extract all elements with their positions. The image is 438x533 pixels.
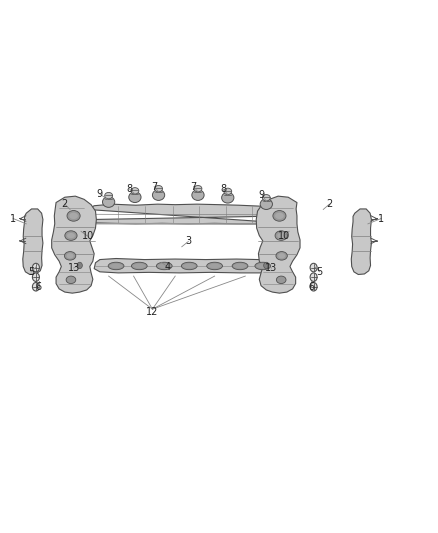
Ellipse shape xyxy=(32,282,39,291)
Text: 13: 13 xyxy=(67,263,80,273)
Ellipse shape xyxy=(234,264,246,268)
Text: 6: 6 xyxy=(308,282,314,292)
Text: 5: 5 xyxy=(28,267,35,277)
Ellipse shape xyxy=(310,273,317,281)
Text: 3: 3 xyxy=(185,237,191,246)
Ellipse shape xyxy=(208,264,221,268)
Ellipse shape xyxy=(207,262,223,270)
Ellipse shape xyxy=(183,264,195,268)
Ellipse shape xyxy=(260,199,272,209)
Text: 1: 1 xyxy=(10,214,16,223)
Ellipse shape xyxy=(66,276,76,284)
Text: 5: 5 xyxy=(317,267,323,277)
Text: 8: 8 xyxy=(126,184,132,193)
Ellipse shape xyxy=(262,195,270,201)
Ellipse shape xyxy=(110,264,122,268)
Polygon shape xyxy=(88,204,288,224)
Polygon shape xyxy=(52,196,96,293)
Polygon shape xyxy=(94,259,279,273)
Ellipse shape xyxy=(192,190,204,200)
Ellipse shape xyxy=(105,192,113,199)
Text: 12: 12 xyxy=(146,307,159,317)
Ellipse shape xyxy=(65,231,77,240)
Text: 7: 7 xyxy=(151,182,157,191)
Text: 7: 7 xyxy=(191,182,197,191)
Text: 10: 10 xyxy=(81,231,94,241)
Text: 13: 13 xyxy=(265,263,278,273)
Ellipse shape xyxy=(152,190,165,200)
Text: 2: 2 xyxy=(326,199,332,209)
Ellipse shape xyxy=(129,192,141,203)
Text: 4: 4 xyxy=(164,262,170,271)
Polygon shape xyxy=(23,209,43,274)
Polygon shape xyxy=(90,223,285,225)
Ellipse shape xyxy=(232,262,248,270)
Ellipse shape xyxy=(131,188,139,194)
Ellipse shape xyxy=(155,185,162,192)
Ellipse shape xyxy=(67,211,80,221)
Ellipse shape xyxy=(224,188,232,195)
Text: 10: 10 xyxy=(278,231,290,241)
Ellipse shape xyxy=(158,264,170,268)
Ellipse shape xyxy=(273,211,286,221)
Ellipse shape xyxy=(278,253,285,259)
Ellipse shape xyxy=(264,262,269,269)
Text: 8: 8 xyxy=(220,184,226,194)
Text: 6: 6 xyxy=(35,282,42,292)
Polygon shape xyxy=(351,209,371,274)
Ellipse shape xyxy=(275,213,284,219)
Ellipse shape xyxy=(69,213,78,219)
Ellipse shape xyxy=(255,262,271,270)
Ellipse shape xyxy=(156,262,172,270)
Ellipse shape xyxy=(277,233,285,238)
Ellipse shape xyxy=(108,262,124,270)
Ellipse shape xyxy=(102,197,115,207)
Polygon shape xyxy=(256,196,300,293)
Ellipse shape xyxy=(131,262,147,270)
Ellipse shape xyxy=(257,264,269,268)
Ellipse shape xyxy=(133,264,145,268)
Ellipse shape xyxy=(32,263,39,272)
Ellipse shape xyxy=(67,233,75,238)
Ellipse shape xyxy=(222,192,234,203)
Ellipse shape xyxy=(181,262,197,270)
Ellipse shape xyxy=(276,252,287,260)
Ellipse shape xyxy=(194,185,202,192)
Text: 9: 9 xyxy=(259,190,265,199)
Ellipse shape xyxy=(310,263,317,272)
Ellipse shape xyxy=(275,231,287,240)
Text: 9: 9 xyxy=(97,189,103,199)
Ellipse shape xyxy=(77,262,82,269)
Text: 1: 1 xyxy=(378,214,384,223)
Ellipse shape xyxy=(276,276,286,284)
Ellipse shape xyxy=(64,252,76,260)
Text: 2: 2 xyxy=(62,199,68,209)
Ellipse shape xyxy=(67,253,74,259)
Ellipse shape xyxy=(32,273,39,281)
Ellipse shape xyxy=(310,282,317,291)
